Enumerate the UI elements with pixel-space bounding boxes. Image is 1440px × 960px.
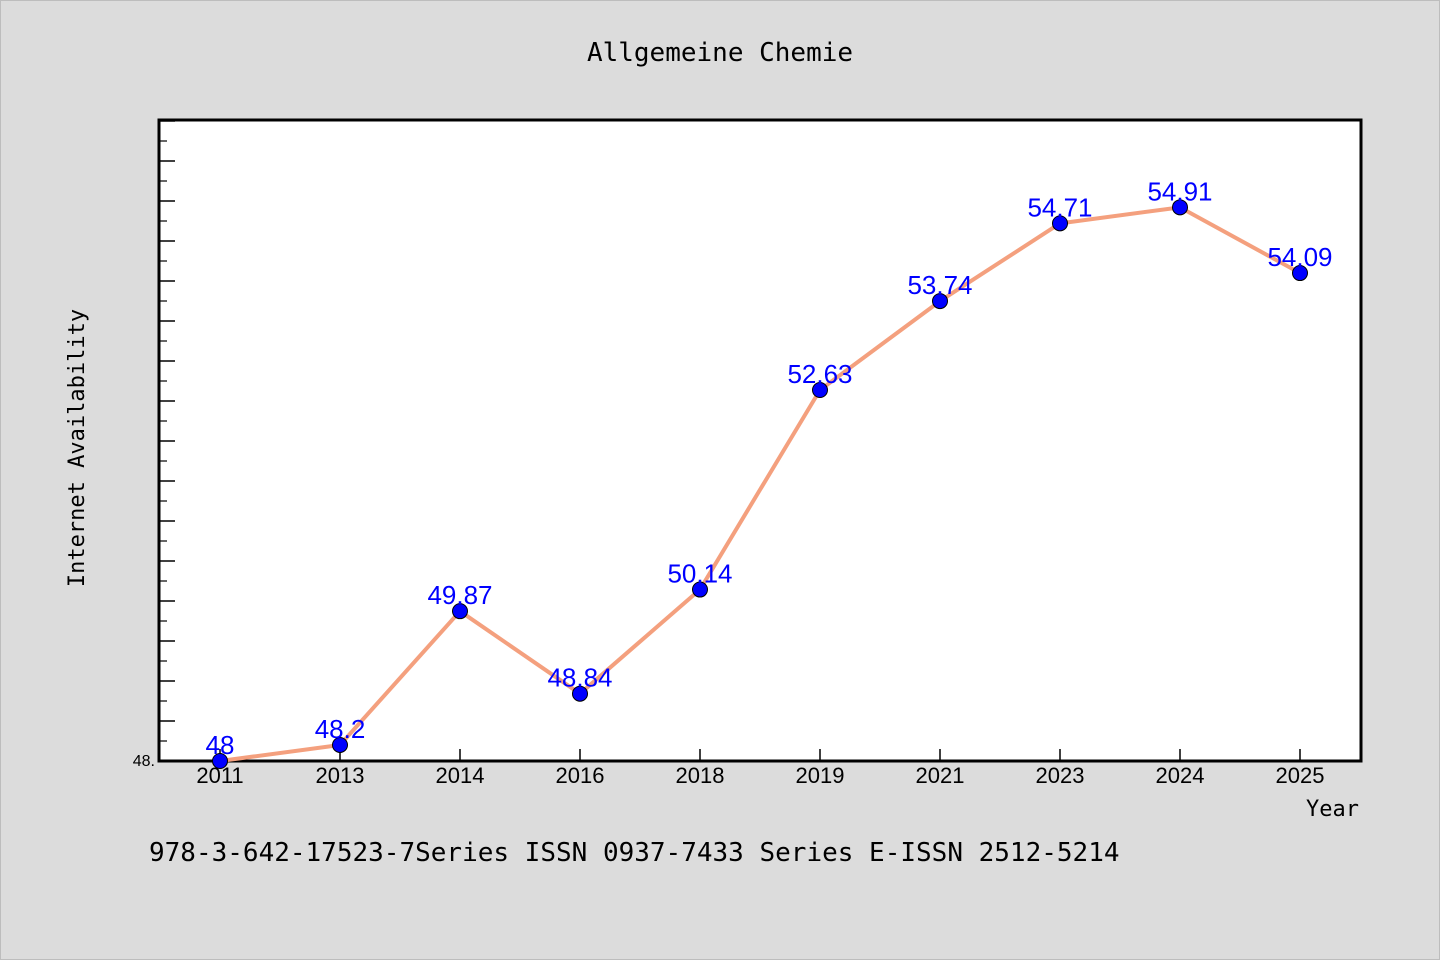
y-tick-label: 48. xyxy=(133,753,155,770)
data-label: 52.63 xyxy=(787,359,852,389)
x-axis-label: Year xyxy=(1306,797,1359,822)
data-label: 54.71 xyxy=(1027,192,1092,222)
data-label: 53.74 xyxy=(907,270,972,300)
data-label: 48.84 xyxy=(547,663,612,693)
data-point xyxy=(1172,199,1188,216)
data-label: 48 xyxy=(206,730,235,760)
data-label: 54.91 xyxy=(1147,176,1212,206)
x-tick-label: 2019 xyxy=(796,763,845,788)
x-tick-label: 2014 xyxy=(436,763,485,788)
data-point xyxy=(572,685,588,702)
data-label: 54.09 xyxy=(1267,242,1332,272)
x-tick-label: 2016 xyxy=(556,763,605,788)
data-point xyxy=(452,603,468,620)
plot-area xyxy=(157,118,1363,763)
data-point xyxy=(1292,265,1308,282)
footer-text: 978-3-642-17523-7Series ISSN 0937-7433 S… xyxy=(149,838,1120,868)
data-point xyxy=(332,736,348,753)
x-tick-label: 2021 xyxy=(916,763,965,788)
x-tick-label: 2025 xyxy=(1276,763,1325,788)
data-label: 50.14 xyxy=(667,559,732,589)
data-point xyxy=(1052,215,1068,232)
series-line xyxy=(218,205,1302,763)
x-tick-labels: 2011 2013 2014 2016 2018 2019 2021 2023 2024 2025 xyxy=(196,763,1324,788)
markers xyxy=(212,199,1308,769)
x-tick-label: 2024 xyxy=(1156,763,1205,788)
x-tick-label: 2013 xyxy=(316,763,365,788)
y-axis-label: Internet Availability xyxy=(65,309,90,587)
x-tick-label: 2023 xyxy=(1036,763,1085,788)
data-point xyxy=(932,293,948,310)
data-label: 49.87 xyxy=(427,580,492,610)
data-label: 48.2 xyxy=(315,714,366,744)
data-labels: 48 48.2 49.87 48.84 50.14 52.63 53.74 54.71 54.9… xyxy=(206,176,1333,760)
x-tick-label: 2018 xyxy=(676,763,725,788)
data-point xyxy=(812,382,828,399)
y-minor-ticks xyxy=(159,120,175,742)
chart-title: Allgemeine Chemie xyxy=(587,38,853,68)
data-point xyxy=(212,753,228,769)
data-point xyxy=(692,581,708,598)
